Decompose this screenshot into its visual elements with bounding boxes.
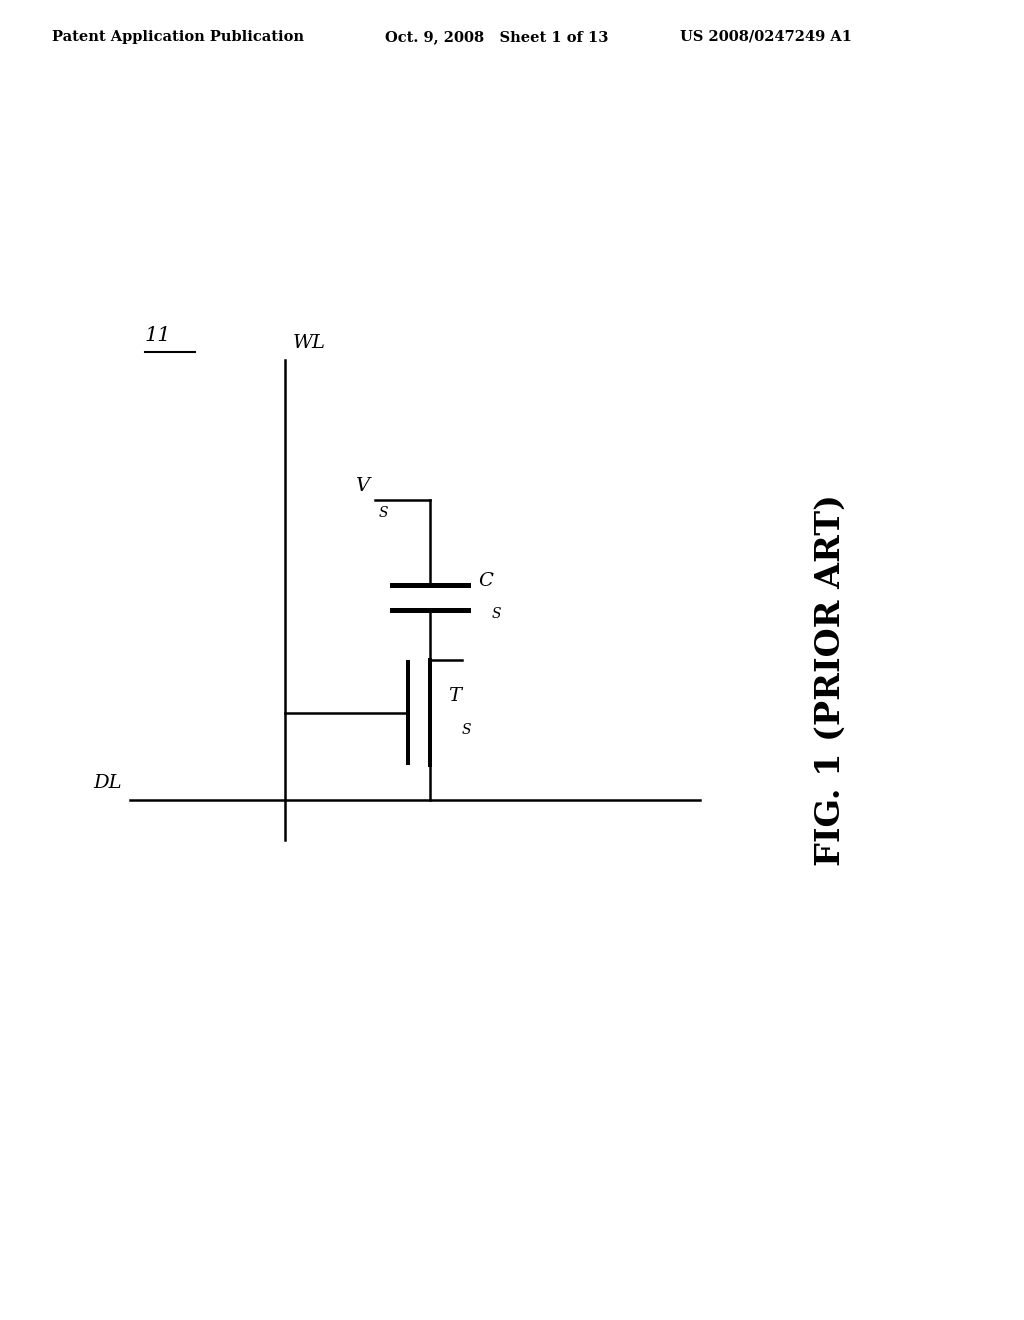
Text: Patent Application Publication: Patent Application Publication — [52, 30, 304, 44]
Text: T: T — [447, 686, 461, 705]
Text: S: S — [462, 722, 471, 737]
Text: US 2008/0247249 A1: US 2008/0247249 A1 — [680, 30, 852, 44]
Text: S: S — [379, 506, 388, 520]
Text: S: S — [492, 607, 502, 622]
Text: Oct. 9, 2008   Sheet 1 of 13: Oct. 9, 2008 Sheet 1 of 13 — [385, 30, 608, 44]
Text: DL: DL — [93, 774, 122, 792]
Text: 11: 11 — [145, 326, 171, 345]
Text: WL: WL — [293, 334, 326, 352]
Text: FIG. 1 (PRIOR ART): FIG. 1 (PRIOR ART) — [813, 494, 847, 866]
Text: C: C — [478, 572, 493, 590]
Text: V: V — [355, 477, 369, 495]
